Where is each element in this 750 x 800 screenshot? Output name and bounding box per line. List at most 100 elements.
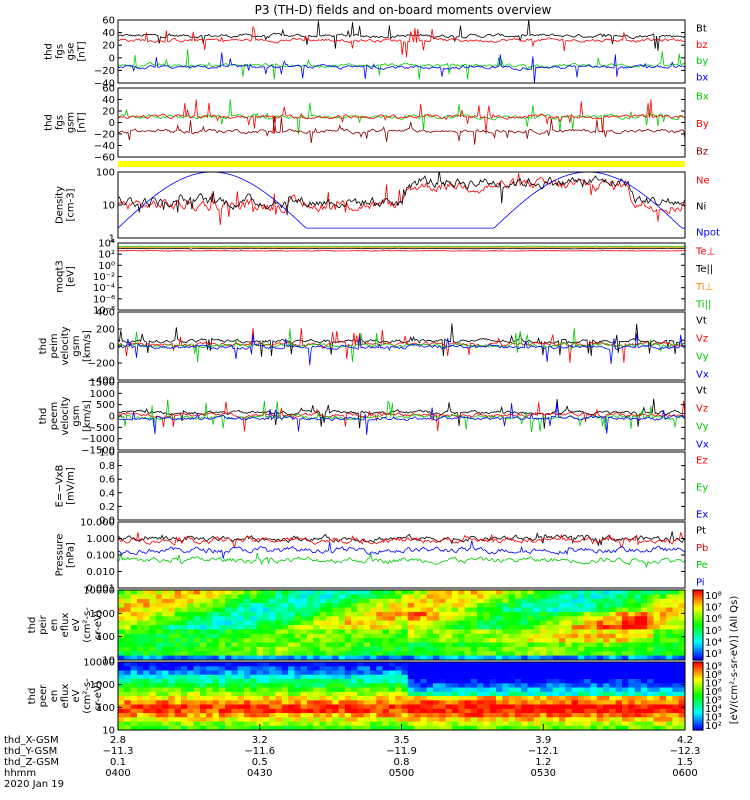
xaxis-row-label: thd_Z-GSM — [4, 757, 59, 768]
spectrogram-cell — [181, 620, 188, 626]
spectrogram-cell — [218, 713, 226, 718]
spectrogram-cell — [256, 687, 264, 693]
spectrogram-cell — [281, 629, 289, 635]
spectrogram-cell — [414, 590, 421, 595]
spectrogram-cell — [502, 713, 510, 718]
spectrogram-cell — [565, 646, 573, 652]
spectrogram-cell — [464, 713, 472, 718]
spectrogram-cell — [313, 594, 321, 600]
spectrogram-cell — [181, 651, 188, 657]
spectrogram-cell — [332, 662, 340, 667]
spectrogram-cell — [489, 708, 497, 714]
spectrogram-cell — [426, 679, 434, 684]
spectrogram-cell — [269, 590, 277, 595]
spectrogram-cell — [332, 642, 340, 648]
spectrogram-cell — [225, 655, 232, 660]
spectrogram-cell — [382, 700, 390, 706]
spectrogram-cell — [307, 700, 314, 706]
spectrogram-cell — [508, 611, 516, 617]
spectrogram-cell — [451, 594, 459, 600]
spectrogram-cell — [262, 611, 270, 617]
series-vz-line — [118, 327, 685, 363]
spectrogram-cell — [181, 607, 188, 613]
spectrogram-cell — [325, 633, 333, 639]
spectrogram-cell — [376, 679, 384, 684]
spectrogram-cell — [181, 670, 188, 676]
spectrogram-cell — [250, 691, 258, 697]
spectrogram-cell — [414, 625, 421, 630]
spectrogram-cell — [332, 670, 340, 676]
spectrogram-cell — [615, 646, 623, 652]
spectrogram-cell — [584, 670, 592, 676]
spectrogram-cell — [414, 700, 421, 706]
spectrogram-cell — [187, 590, 195, 595]
spectrogram-cell — [288, 704, 295, 710]
spectrogram-cell — [659, 620, 667, 626]
spectrogram-cell — [603, 717, 610, 723]
spectrogram-cell — [382, 670, 390, 676]
spectrogram-cell — [502, 594, 510, 600]
spectrogram-cell — [155, 616, 163, 622]
spectrogram-cell — [666, 670, 673, 676]
spectrogram-cell — [666, 691, 673, 697]
spectrogram-cell — [496, 655, 503, 660]
spectrogram-cell — [288, 696, 295, 701]
spectrogram-cell — [540, 620, 547, 626]
spectrogram-cell — [666, 607, 673, 613]
spectrogram-cell — [590, 651, 598, 657]
spectrogram-cell — [609, 683, 617, 689]
spectrogram-cell — [540, 721, 547, 727]
colorbar-step — [693, 623, 703, 626]
spectrogram-cell — [546, 611, 554, 617]
spectrogram-cell — [540, 687, 547, 693]
spectrogram-cell — [357, 598, 365, 604]
spectrogram-cell — [225, 691, 232, 697]
xtick-label: 0400 — [105, 768, 130, 779]
spectrogram-cell — [458, 691, 466, 697]
spectrogram-cell — [193, 603, 201, 609]
spectrogram-cell — [433, 713, 440, 718]
spectrogram-cell — [250, 603, 258, 609]
legend-density-2: Npot — [696, 228, 720, 239]
spectrogram-cell — [376, 683, 384, 689]
spectrogram-cell — [647, 616, 655, 622]
spectrogram-cell — [187, 704, 195, 710]
spectrogram-cell — [357, 590, 365, 595]
spectrogram-cell — [622, 670, 629, 676]
spectrogram-cell — [521, 625, 529, 630]
spectrogram-cell — [546, 666, 554, 672]
spectrogram-cell — [130, 696, 138, 701]
spectrogram-cell — [527, 704, 535, 710]
colorbar-step — [693, 675, 703, 678]
spectrogram-cell — [275, 598, 283, 604]
spectrogram-cell — [351, 717, 358, 723]
spectrogram-cell — [244, 700, 251, 706]
spectrogram-cell — [181, 655, 188, 660]
spectrogram-cell — [653, 704, 661, 710]
spectrogram-cell — [401, 687, 409, 693]
xtick-label: 1.5 — [677, 757, 693, 768]
spectrogram-cell — [212, 625, 220, 630]
spectrogram-cell — [231, 638, 239, 644]
spectrogram-cell — [118, 700, 125, 706]
spectrogram-cell — [672, 666, 680, 672]
spectrogram-cell — [288, 607, 295, 613]
spectrogram-cell — [571, 713, 579, 718]
spectrogram-cell — [262, 646, 270, 652]
spectrogram-cell — [521, 616, 529, 622]
spectrogram-cell — [143, 674, 151, 680]
spectrogram-cell — [483, 679, 491, 684]
spectrogram-cell — [269, 607, 277, 613]
colorbar-step — [693, 591, 703, 595]
spectrogram-cell — [609, 666, 617, 672]
xtick-label: −11.6 — [244, 746, 275, 757]
spectrogram-cell — [332, 708, 340, 714]
spectrogram-cell — [527, 598, 535, 604]
spectrogram-cell — [426, 700, 434, 706]
spectrogram-cell — [262, 642, 270, 648]
spectrogram-cell — [577, 629, 585, 635]
spectrogram-cell — [313, 670, 321, 676]
spectrogram-cell — [269, 651, 277, 657]
spectrogram-cell — [647, 598, 655, 604]
spectrogram-cell — [514, 704, 522, 710]
